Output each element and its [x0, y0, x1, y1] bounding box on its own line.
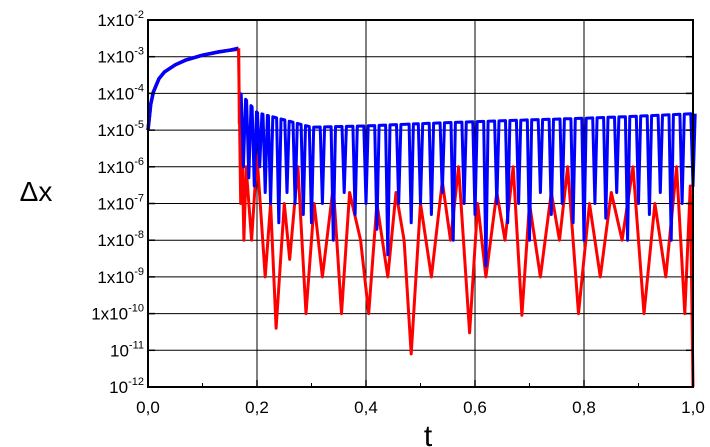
y-tick-label-0: 1x10-2	[97, 9, 144, 30]
x-tick-label-5: 1,0	[681, 398, 705, 417]
y-tick-label-10: 10-12	[109, 376, 144, 397]
x-tick-label-4: 0,8	[572, 398, 596, 417]
series-blue-band	[239, 91, 697, 268]
x-tick-labels: 0,0 0,2 0,4 0,6 0,8 1,0	[136, 398, 705, 417]
y-axis-title: Δx	[20, 176, 53, 207]
axis-ticks	[147, 19, 694, 388]
y-tick-label-8: 1x10-10	[91, 303, 144, 324]
series-red-rise	[146, 47, 239, 131]
x-tick-label-1: 0,2	[245, 398, 269, 417]
y-tick-label-7: 1x10-9	[97, 266, 144, 287]
y-tick-label-2: 1x10-4	[97, 82, 144, 103]
y-tick-label-4: 1x10-6	[97, 156, 144, 177]
series-red-spikes	[237, 49, 695, 388]
x-tick-label-3: 0,6	[463, 398, 487, 417]
x-axis-title: t	[424, 420, 433, 447]
y-tick-label-3: 1x10-5	[97, 119, 144, 140]
series-layer	[146, 46, 697, 388]
series-blue-rise	[146, 46, 239, 131]
y-tick-label-5: 1x10-7	[97, 193, 144, 214]
x-tick-label-0: 0,0	[136, 398, 160, 417]
y-tick-label-6: 1x10-8	[97, 229, 144, 250]
y-tick-labels: 1x10-2 1x10-3 1x10-4 1x10-5 1x10-6 1x10-7 1x10…	[91, 9, 144, 397]
x-tick-label-2: 0,4	[354, 398, 378, 417]
y-tick-label-9: 10-11	[110, 339, 144, 360]
y-tick-label-1: 1x10-3	[97, 46, 144, 67]
